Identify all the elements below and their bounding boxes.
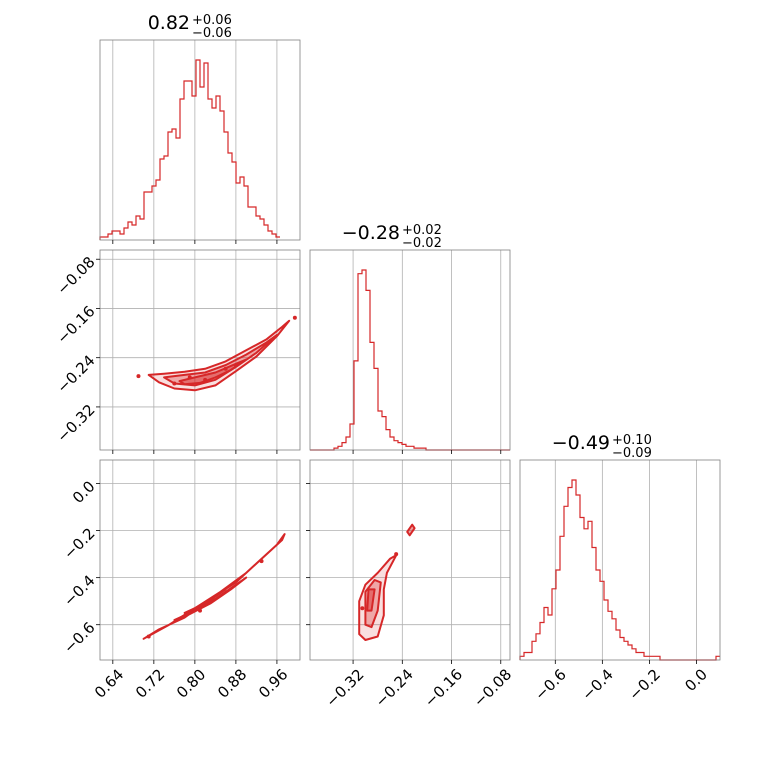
density-point (233, 363, 238, 368)
panel-frame (99, 459, 301, 661)
density-point (146, 634, 151, 639)
y-tick-label: −0.16 (53, 302, 98, 347)
x-tick-label: −0.2 (625, 665, 663, 703)
histogram-1 (310, 269, 510, 451)
param-title-lower: −0.09 (612, 446, 652, 461)
density-point (136, 374, 141, 379)
panel-frame (99, 39, 301, 241)
panel-frame (99, 249, 301, 451)
contour-level-1 (173, 576, 248, 621)
scatter-panel-0-1: −0.32−0.24 −0.16−0.08 (53, 249, 301, 454)
contour-level-0 (358, 554, 398, 641)
scatter-panel-1-2: −0.32 −0.24 −0.16 −0.08 (306, 459, 515, 711)
y-tick-label: −0.08 (53, 253, 98, 298)
contour-level-3 (406, 523, 416, 537)
x-tick-label: 0.88 (214, 665, 250, 701)
y-tick-label: 0.0 (69, 477, 99, 507)
density-point (187, 375, 192, 380)
contour-group (142, 533, 286, 640)
x-tick-label: 0.80 (173, 665, 209, 701)
hist-panel-2: −0.49 +0.10−0.09 −0.6 −0.4 −0.2 0.0 (519, 432, 721, 704)
x-tick-label: 0.96 (255, 665, 291, 701)
x-tick-label: 0.72 (132, 665, 168, 701)
hist-panel-1: −0.28 +0.02−0.02 (309, 222, 511, 454)
scatter-panel-0-2: 0.64 0.72 0.80 0.88 0.96 −0.6 −0.4 −0.2 0.0 (60, 459, 301, 702)
contour-level-2 (366, 588, 376, 612)
density-point (203, 377, 208, 382)
param-title-value: −0.28 (342, 222, 400, 244)
x-tick-label: 0.64 (91, 665, 127, 701)
x-tick-label: 0.0 (681, 665, 711, 695)
density-point (394, 552, 399, 557)
histogram-2 (519, 479, 720, 661)
contour-level-2 (178, 358, 248, 386)
density-point (292, 315, 297, 320)
panel-frame (309, 459, 511, 661)
param-title-lower: −0.06 (192, 26, 232, 41)
param-title-value: −0.49 (552, 432, 610, 454)
x-tick-label: −0.08 (470, 665, 515, 710)
contour-level-0 (147, 319, 291, 392)
y-tick-label: −0.4 (60, 571, 98, 609)
x-tick-label: −0.6 (531, 665, 569, 703)
param-title-upper: +0.02 (402, 223, 442, 238)
param-title-lower: −0.02 (402, 236, 442, 251)
y-tick-label: −0.24 (53, 352, 98, 397)
y-tick-label: −0.2 (60, 524, 98, 562)
param-title-value: 0.82 (148, 12, 190, 34)
x-tick-label: −0.32 (322, 665, 367, 710)
density-point (259, 559, 264, 564)
y-tick-label: −0.32 (53, 401, 98, 446)
param-title-upper: +0.06 (192, 13, 232, 28)
panel-frame (519, 459, 721, 661)
contour-level-0 (142, 533, 286, 640)
contour-level-2 (183, 588, 227, 614)
hist-panel-0: 0.82 +0.06−0.06 (99, 12, 301, 244)
histogram-0 (99, 59, 280, 240)
density-point (360, 606, 365, 611)
x-tick-label: −0.24 (372, 665, 417, 710)
y-tick-label: −0.6 (60, 619, 98, 657)
x-tick-label: −0.16 (421, 665, 466, 710)
density-point (223, 366, 228, 371)
density-point (198, 608, 202, 613)
contour-group (358, 523, 416, 641)
x-tick-label: −0.4 (578, 665, 616, 703)
density-point (172, 381, 177, 386)
panel-frame (309, 249, 511, 451)
param-title-upper: +0.10 (612, 433, 652, 448)
contour-group (136, 315, 297, 392)
